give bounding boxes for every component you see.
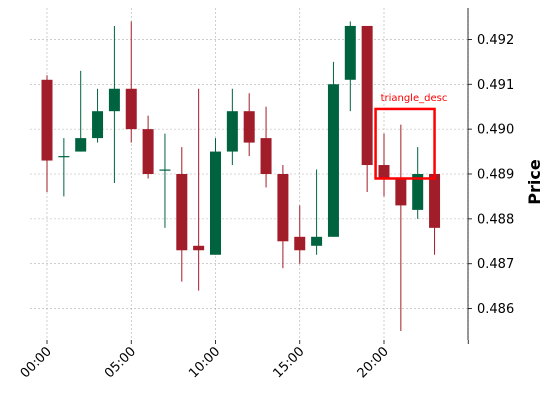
annotations: triangle_desc: [374, 93, 448, 180]
candle-body: [243, 111, 255, 143]
y-tick-label: 0.490: [477, 123, 514, 138]
candle-body: [125, 88, 137, 130]
x-tick-label: 10:00: [186, 344, 223, 381]
candle-body: [378, 165, 390, 179]
y-tick-label: 0.487: [477, 257, 514, 272]
y-tick-label: 0.491: [477, 78, 514, 93]
y-tick-label: 0.488: [477, 212, 514, 227]
candle-body: [327, 84, 339, 237]
x-tick-label: 05:00: [102, 344, 139, 381]
candle-body: [193, 245, 205, 251]
candle-body: [176, 174, 188, 251]
x-tick-label: 20:00: [355, 344, 392, 381]
candle-body: [92, 111, 104, 139]
candle-body: [361, 25, 373, 166]
y-tick-label: 0.492: [477, 33, 514, 48]
x-tick-label: 15:00: [270, 344, 307, 381]
candle-body: [159, 169, 171, 171]
y-axis-label: Price: [525, 159, 544, 205]
candle-body: [226, 111, 238, 152]
candle-body: [142, 129, 154, 174]
candle-body: [344, 25, 356, 80]
pattern-annotation-label: triangle_desc: [381, 93, 448, 104]
candle-body: [75, 138, 87, 152]
candle-body: [412, 174, 424, 210]
y-tick-label: 0.486: [477, 302, 514, 317]
grid-lines: [30, 8, 469, 340]
x-tick-label: 00:00: [18, 344, 55, 381]
candle-body: [277, 174, 289, 242]
candle-body: [311, 236, 323, 246]
candle-body: [395, 178, 407, 206]
candle-body: [210, 151, 221, 255]
pattern-annotation-box: [374, 107, 436, 180]
candles: [41, 21, 441, 332]
y-tick-label: 0.489: [477, 168, 514, 183]
candle-body: [108, 88, 120, 112]
candle-body: [41, 79, 53, 161]
candle-body: [58, 156, 70, 158]
candle-body: [294, 236, 306, 251]
candle-body: [429, 174, 441, 228]
candle-body: [260, 138, 272, 174]
